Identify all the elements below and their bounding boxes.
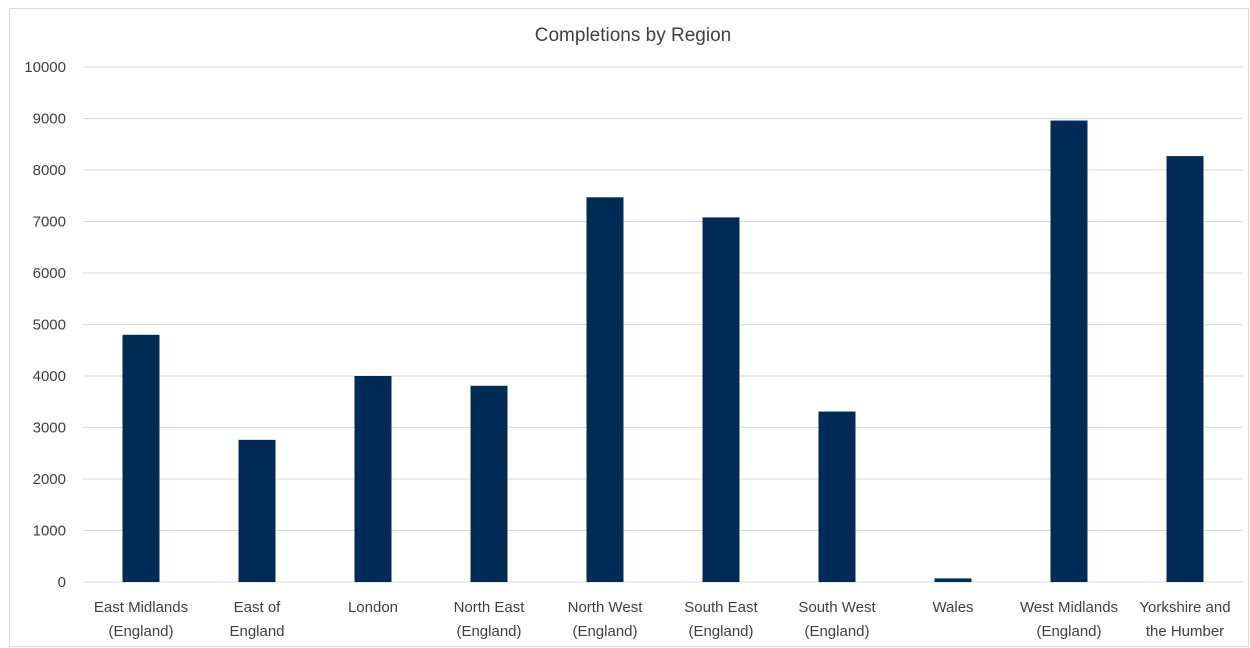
- x-category-label: (England): [688, 623, 753, 640]
- bar: [586, 197, 624, 583]
- x-category-label: (England): [456, 623, 521, 640]
- bar: [122, 334, 160, 582]
- x-category-label: (England): [108, 623, 173, 640]
- x-category-label: East of: [234, 599, 282, 616]
- bar: [238, 439, 276, 582]
- x-category-label: (England): [572, 623, 637, 640]
- y-tick-label: 3000: [33, 420, 66, 437]
- x-category-label: London: [348, 599, 398, 616]
- x-category-label: the Humber: [1146, 623, 1224, 640]
- y-tick-label: 7000: [33, 214, 66, 231]
- bar: [354, 376, 392, 582]
- chart-title: Completions by Region: [535, 25, 731, 46]
- x-category-label: (England): [804, 623, 869, 640]
- x-axis-category-labels: East Midlands (England) East of England Lond…: [94, 599, 1231, 640]
- bar: [934, 578, 972, 582]
- bar: [702, 217, 740, 582]
- x-category-label: England: [229, 623, 284, 640]
- bar: [1050, 120, 1088, 582]
- gridlines: [83, 66, 1243, 583]
- x-category-label: South East: [684, 599, 758, 616]
- y-tick-label: 9000: [33, 111, 66, 128]
- y-tick-label: 5000: [33, 317, 66, 334]
- y-axis-tick-labels: 0 1000 2000 3000 4000 5000 6000 7000 8000 9000 100…: [24, 59, 66, 591]
- y-tick-label: 2000: [33, 471, 66, 488]
- y-tick-label: 1000: [33, 523, 66, 540]
- y-tick-label: 6000: [33, 265, 66, 282]
- bar: [818, 411, 856, 582]
- x-category-label: North East: [454, 599, 526, 616]
- x-category-label: North West: [568, 599, 644, 616]
- bar: [1166, 156, 1204, 582]
- chart-frame: [9, 8, 1249, 647]
- bars: [122, 120, 1204, 583]
- x-category-label: (England): [1036, 623, 1101, 640]
- y-tick-label: 8000: [33, 162, 66, 179]
- y-tick-label: 0: [58, 574, 66, 591]
- x-category-label: West Midlands: [1020, 599, 1118, 616]
- x-category-label: Yorkshire and: [1139, 599, 1230, 616]
- bar: [470, 385, 508, 582]
- x-category-label: South West: [798, 599, 876, 616]
- y-tick-label: 4000: [33, 368, 66, 385]
- y-tick-label: 10000: [24, 59, 66, 76]
- x-category-label: Wales: [932, 599, 973, 616]
- x-category-label: East Midlands: [94, 599, 188, 616]
